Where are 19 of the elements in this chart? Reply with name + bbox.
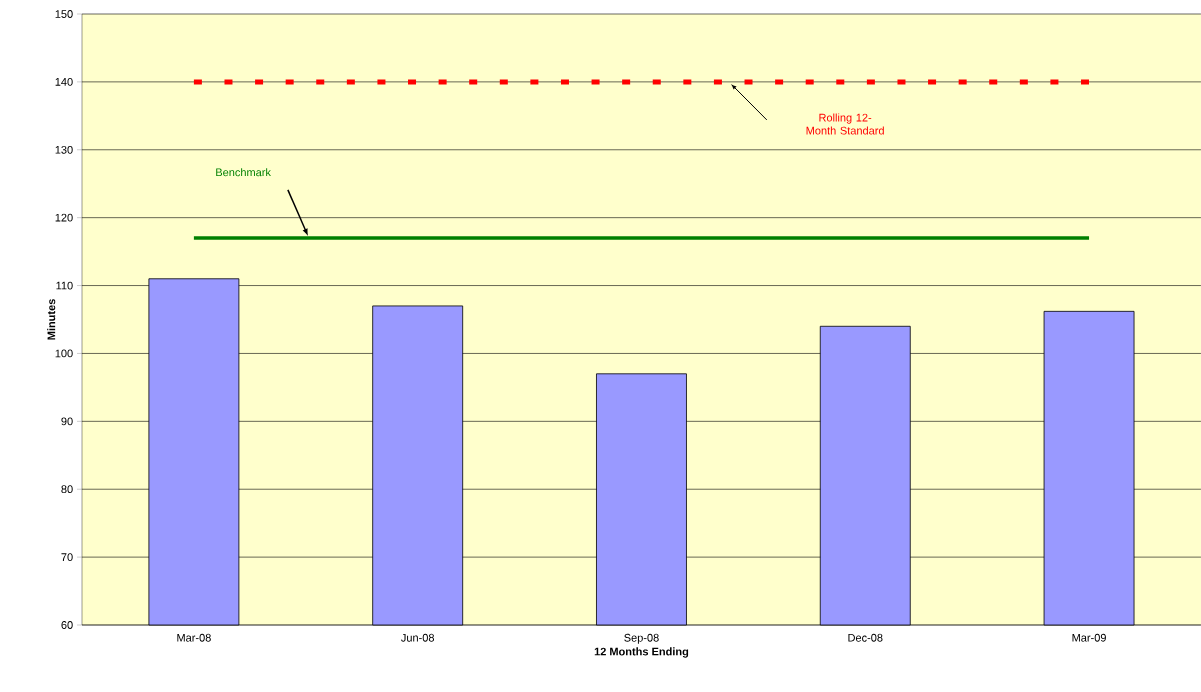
y-tick-label: 140 (55, 77, 73, 86)
y-tick-label: 130 (55, 145, 73, 154)
y-tick-label: 80 (61, 485, 73, 494)
x-tick-label: Jun-08 (401, 633, 435, 642)
y-tick-label: 150 (55, 10, 73, 18)
y-axis-title: Minutes (47, 299, 56, 340)
y-tick-label: 120 (55, 213, 73, 222)
y-tick-label: 60 (61, 621, 73, 629)
text: Rolling 12-Month Standard (806, 113, 884, 135)
x-tick-label: Mar-08 (177, 633, 211, 642)
x-tick-label: Dec-08 (848, 633, 883, 642)
y-tick-label: 70 (61, 553, 73, 562)
x-tick-label: Sep-08 (624, 633, 659, 644)
x-tick-label: Mar-09 (1072, 633, 1106, 642)
y-tick-label: 90 (61, 417, 73, 426)
y-tick-label: 110 (56, 281, 73, 290)
text: Benchmark (216, 168, 271, 177)
y-tick-label: 100 (55, 349, 73, 358)
x-axis-title: 12 Months Ending (594, 647, 689, 658)
